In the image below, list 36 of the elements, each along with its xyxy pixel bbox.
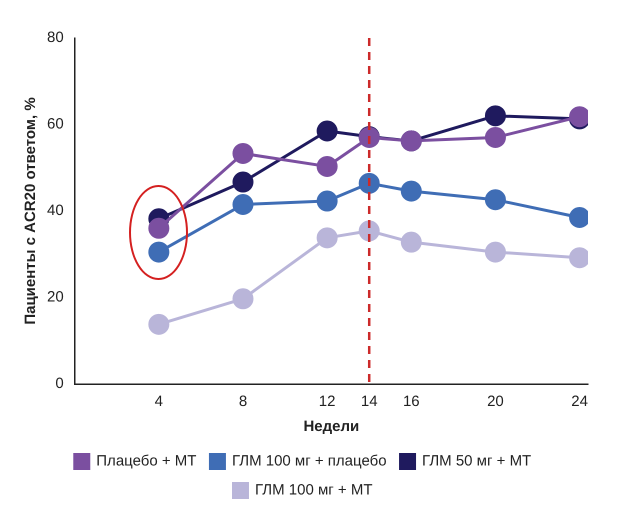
point (316, 227, 338, 248)
y-tick-label: 80 (46, 29, 64, 46)
legend-label: ГЛМ 50 мг + МТ (422, 452, 532, 470)
x-tick-label: 24 (571, 393, 588, 410)
point (316, 156, 338, 177)
y-tick-label: 20 (46, 288, 64, 306)
y-tick-label: 60 (46, 116, 64, 133)
point (484, 189, 506, 210)
point (148, 314, 170, 335)
point (232, 288, 254, 310)
x-axis-title: Недели (303, 418, 360, 436)
point (148, 242, 170, 263)
y-tick-label: 40 (46, 202, 64, 220)
point (148, 218, 170, 239)
x-tick-label: 14 (360, 393, 378, 410)
point (484, 242, 506, 263)
point (400, 232, 422, 253)
point (316, 190, 338, 212)
x-tick-label: 12 (318, 393, 336, 410)
y-axis-title: Пациенты с ACR20 ответом, % (22, 97, 40, 325)
legend-label: ГЛМ 100 мг + плацебо (232, 452, 387, 470)
x-tick-label: 8 (238, 393, 248, 410)
point (316, 120, 338, 142)
point (232, 142, 254, 164)
legend-label: Плацебо + МТ (96, 452, 196, 470)
x-tick-label: 4 (154, 393, 164, 410)
legend-label: ГЛМ 100 мг + МТ (254, 482, 373, 499)
point (484, 126, 506, 148)
point (232, 194, 254, 216)
point (400, 180, 422, 202)
y-tick-label: 0 (55, 375, 64, 392)
point (232, 172, 254, 193)
x-tick-label: 20 (487, 393, 504, 410)
point (484, 105, 506, 126)
x-tick-label: 16 (402, 393, 420, 410)
point (358, 172, 380, 194)
